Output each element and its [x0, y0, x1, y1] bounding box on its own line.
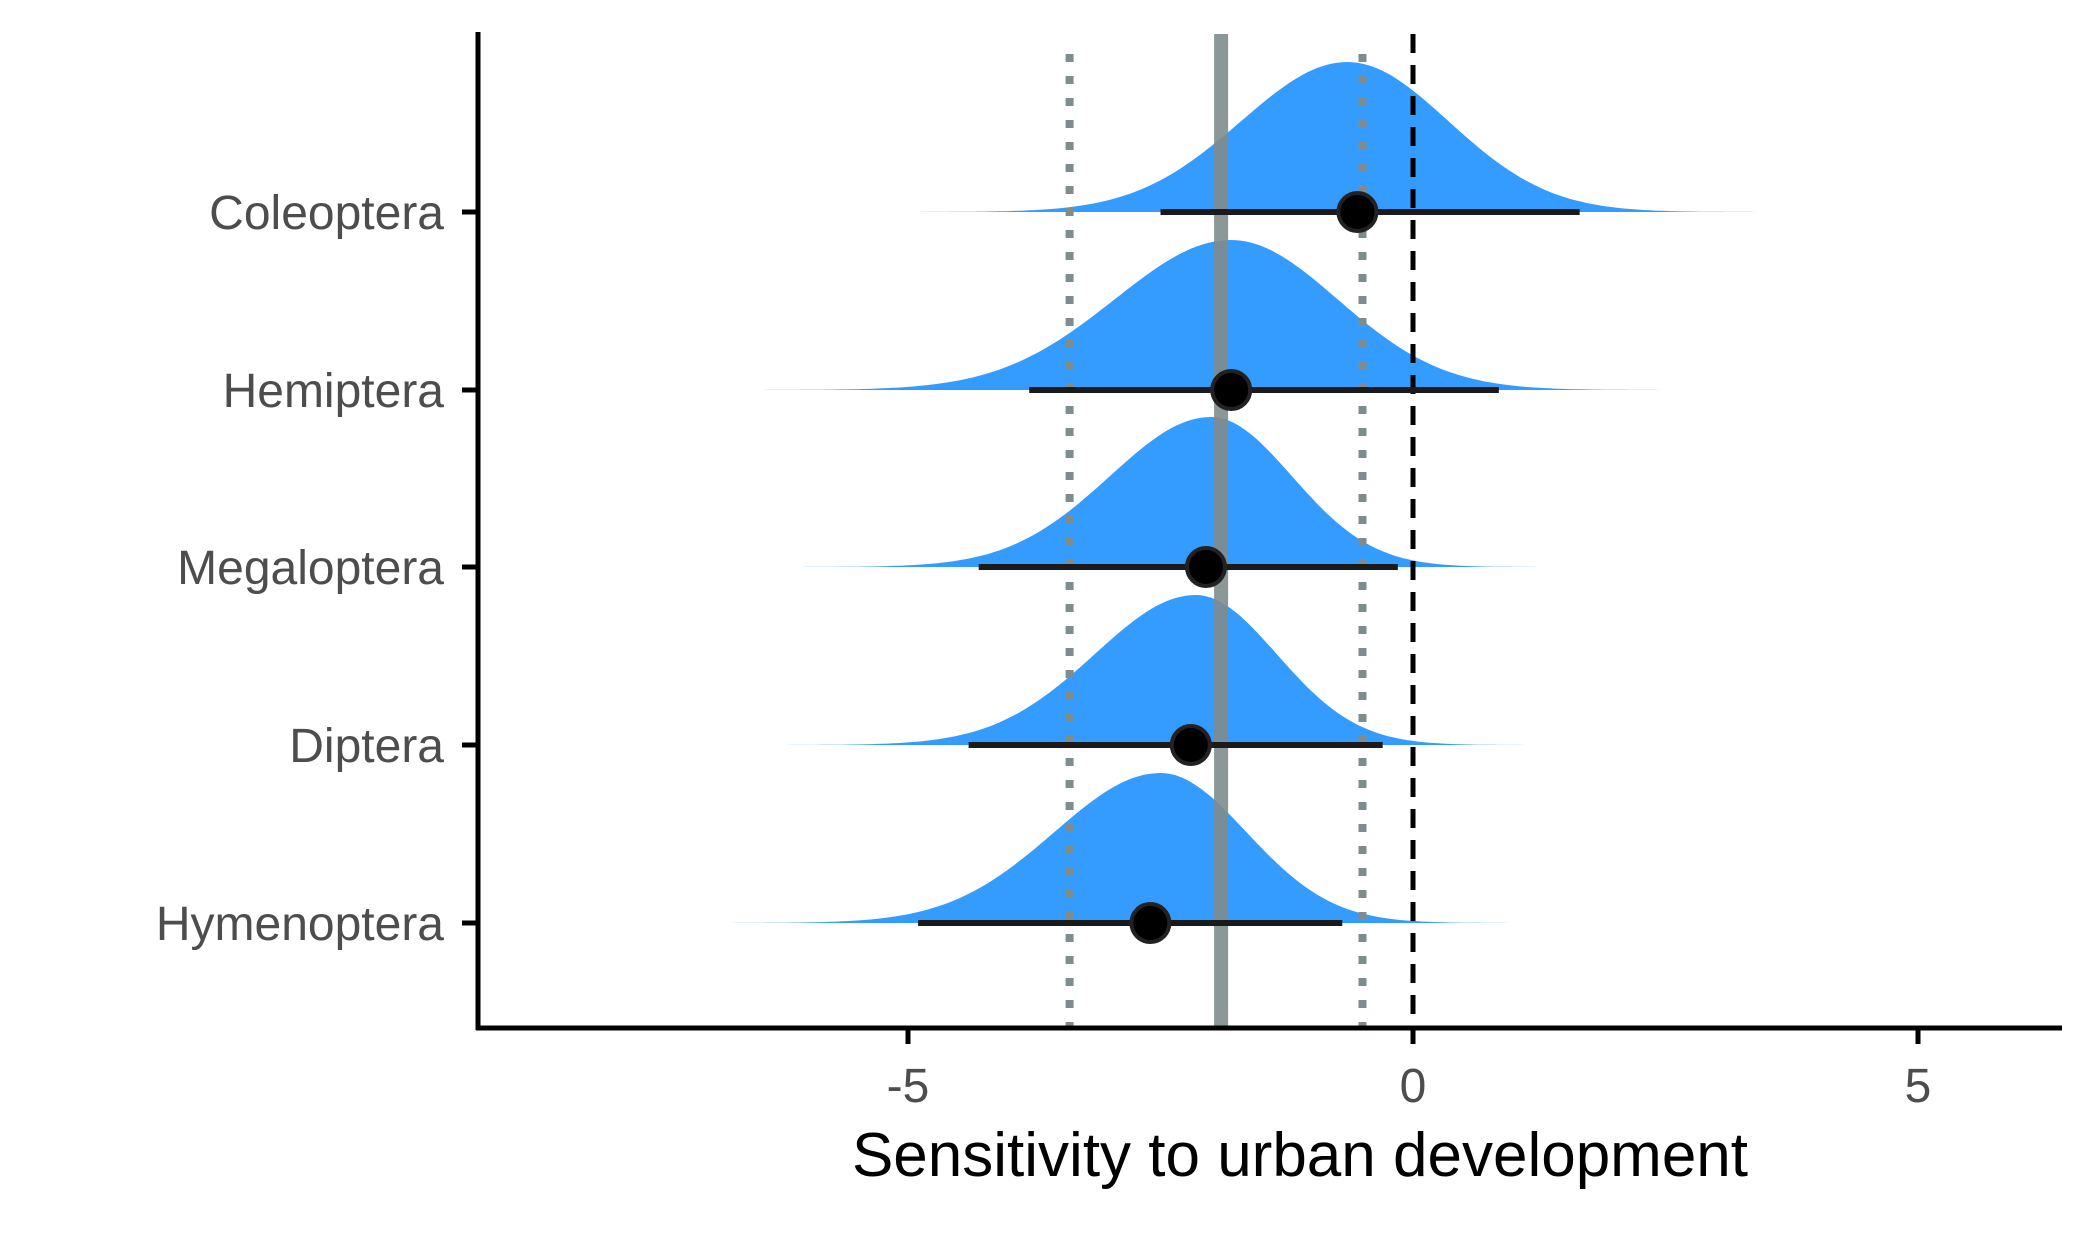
- x-axis-ticks: -5 0 5: [887, 1030, 1932, 1113]
- point-megaloptera: [1184, 546, 1227, 588]
- x-tick-label-0: -5: [887, 1060, 930, 1113]
- y-tick-label-hymenoptera: Hymenoptera: [156, 898, 444, 951]
- interval-layer: [918, 191, 1580, 944]
- y-axis-ticks: Coleoptera Hemiptera Megaloptera Diptera Hym…: [156, 187, 476, 951]
- point-coleoptera: [1336, 191, 1379, 233]
- x-tick-label-2: 5: [1905, 1060, 1932, 1113]
- x-axis-title: Sensitivity to urban development: [852, 1121, 1748, 1190]
- density-hymenoptera: [554, 773, 1737, 923]
- axes: [475, 32, 2062, 1031]
- y-tick-label-megaloptera: Megaloptera: [177, 542, 444, 595]
- point-diptera: [1169, 724, 1212, 766]
- point-hemiptera: [1210, 369, 1253, 411]
- density-hemiptera: [756, 240, 1908, 390]
- density-diptera: [635, 595, 1767, 745]
- x-tick-label-1: 0: [1400, 1060, 1427, 1113]
- y-tick-label-diptera: Diptera: [289, 720, 444, 773]
- reference-lines: [1065, 34, 1416, 1028]
- density-coleoptera: [756, 62, 1999, 212]
- density-layer: [554, 62, 1999, 923]
- y-tick-label-coleoptera: Coleoptera: [209, 187, 444, 240]
- point-hymenoptera: [1129, 902, 1172, 944]
- y-tick-label-hemiptera: Hemiptera: [223, 365, 445, 418]
